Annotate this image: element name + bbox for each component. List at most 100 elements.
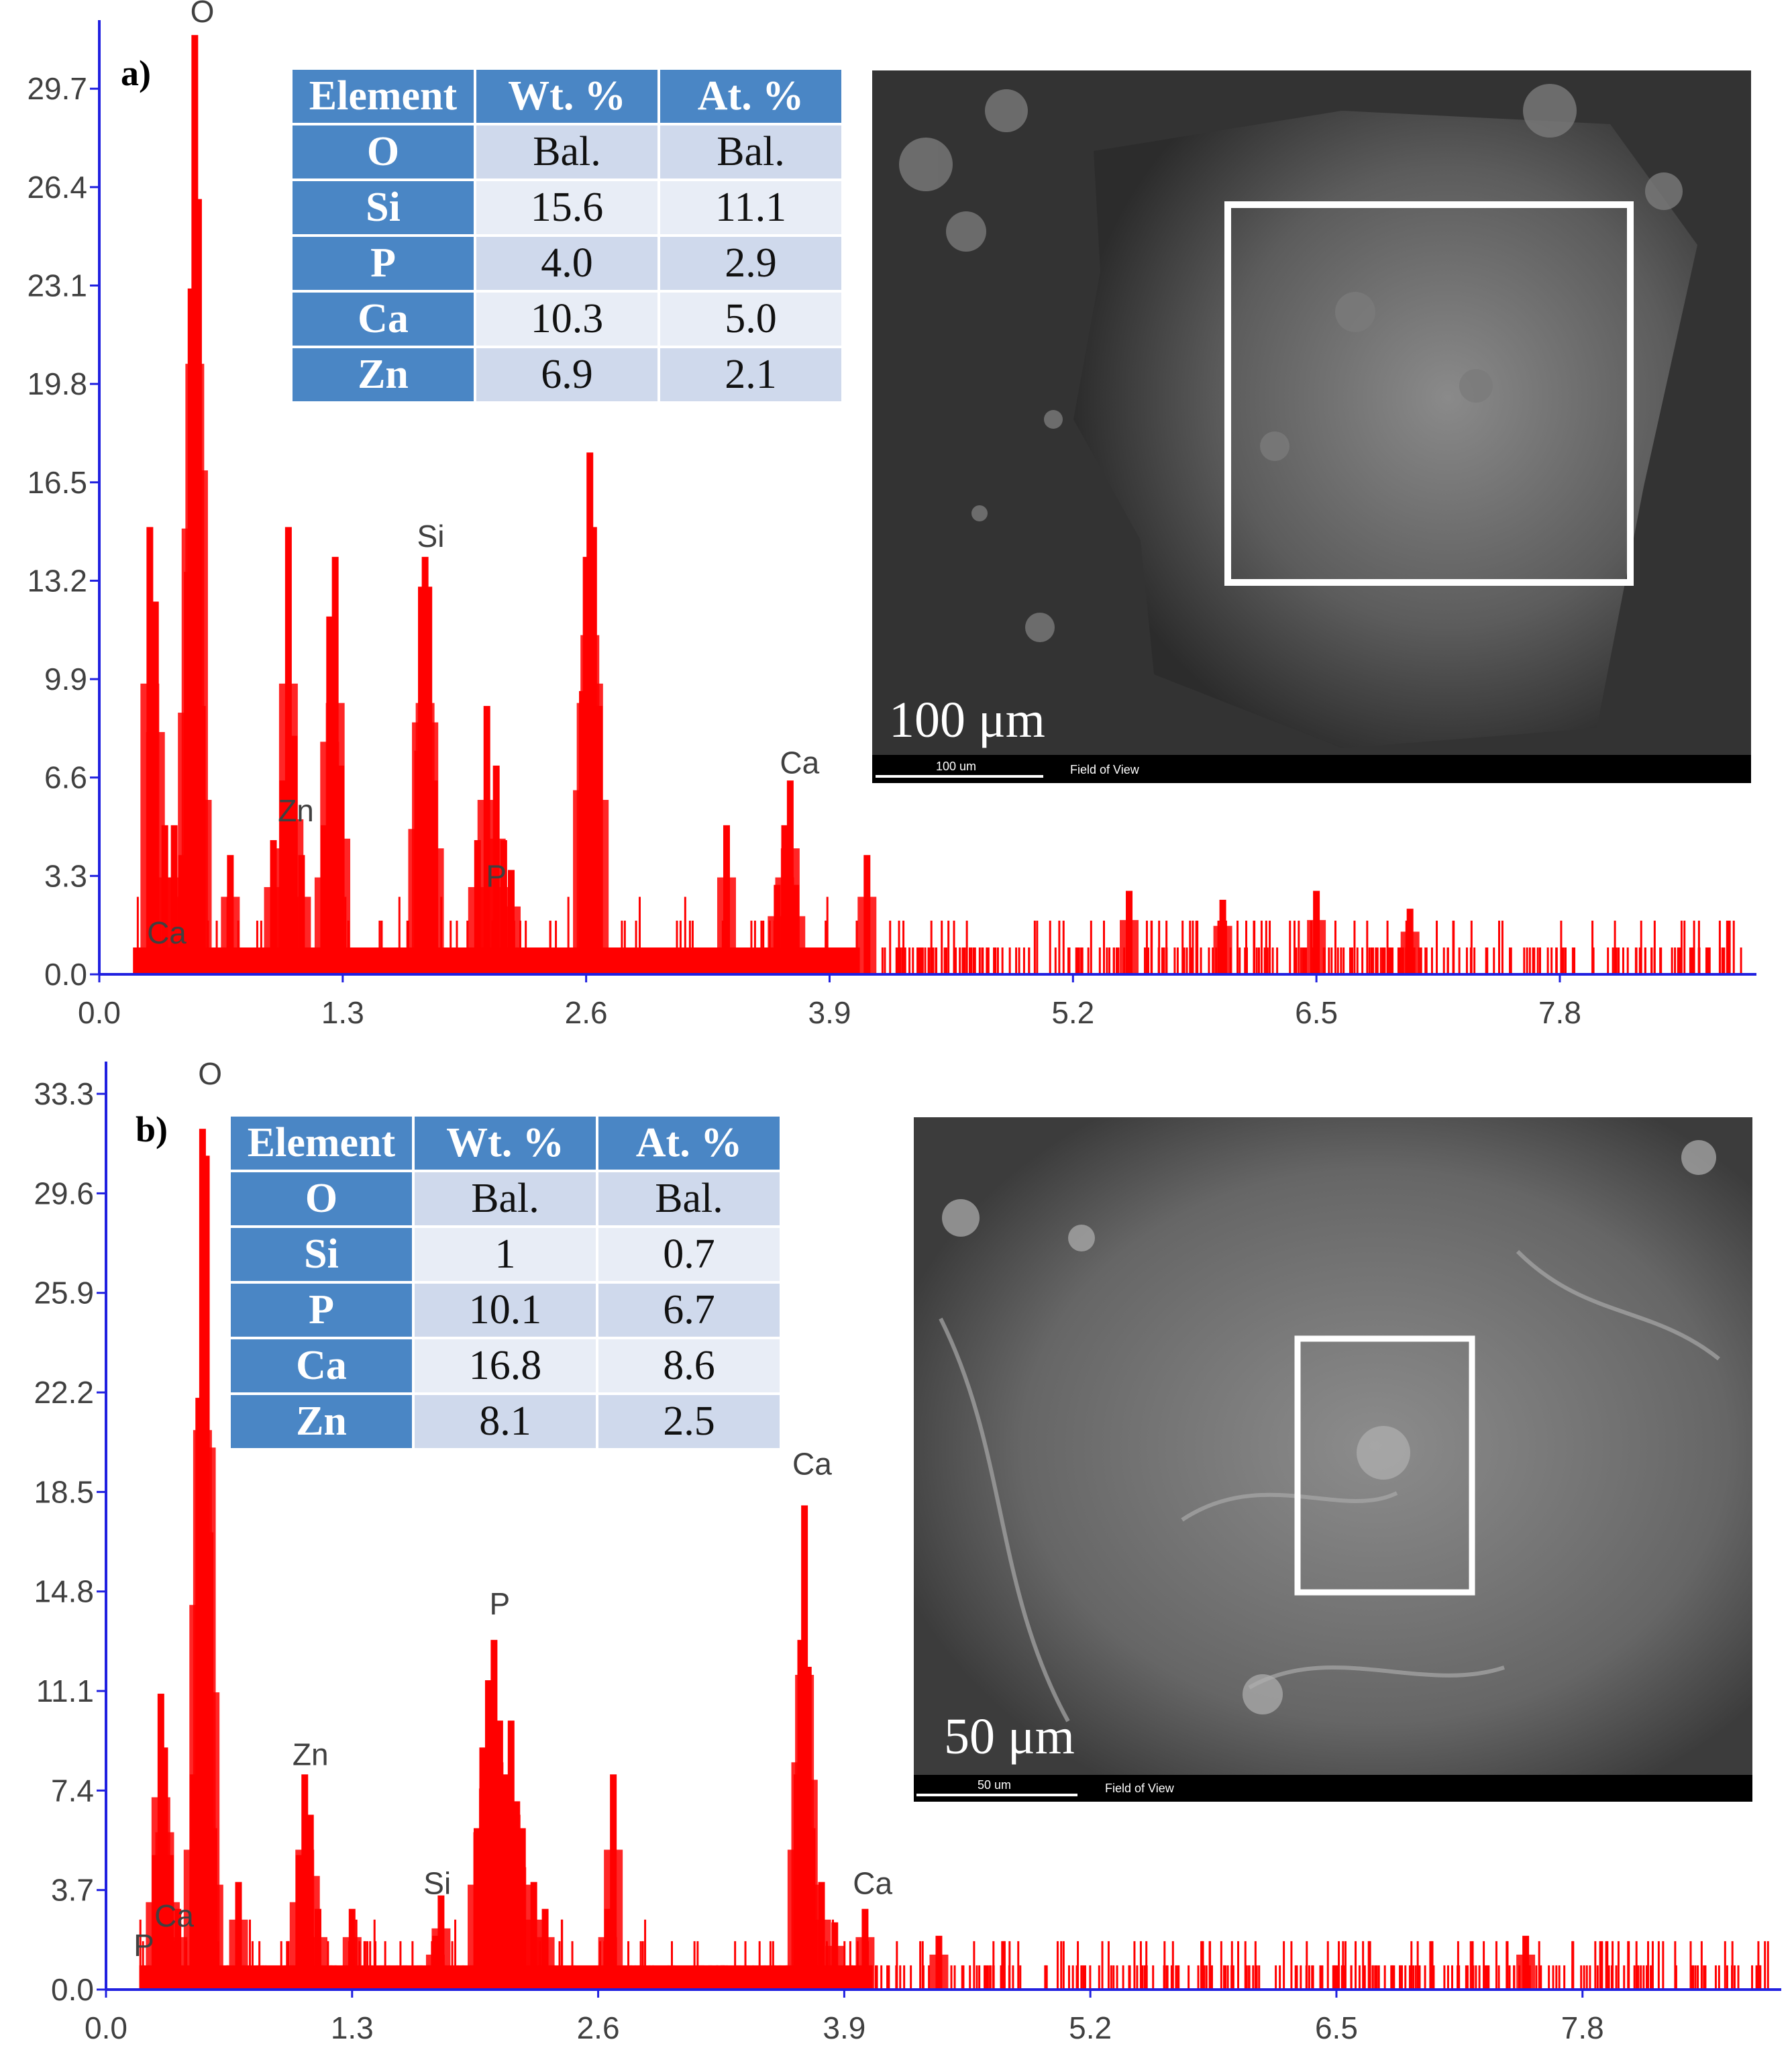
spectrum-peak <box>1120 890 1139 974</box>
sem-bar-text-a: 100 um <box>936 760 977 773</box>
table-value-cell: 5.0 <box>660 293 841 346</box>
y-tick-label: 3.7 <box>51 1873 94 1908</box>
element-label: O <box>198 1056 222 1091</box>
spectrum-peak <box>431 1895 451 1990</box>
spectrum-peak <box>193 706 212 974</box>
spectrum-peak <box>292 855 311 974</box>
table-value-cell: 2.5 <box>598 1395 780 1448</box>
table-element-cell: O <box>293 125 474 178</box>
element-label: Ca <box>792 1446 832 1481</box>
y-tick-label: 18.5 <box>34 1474 94 1509</box>
element-label: Zn <box>278 793 314 828</box>
spectrum-peak <box>331 765 351 974</box>
table-header-row: Element Wt. % At. % <box>231 1117 780 1170</box>
table-element-cell: P <box>293 237 474 290</box>
y-tick-label: 16.5 <box>27 465 87 500</box>
table-header-cell: Wt. % <box>415 1117 596 1170</box>
y-tick-label: 29.7 <box>27 71 87 106</box>
sem-bar-text-b: 50 um <box>978 1778 1012 1792</box>
sem-image-a: 100 μm 100 um Field of View <box>872 70 1751 783</box>
y-tick-label: 26.4 <box>27 170 87 205</box>
spectrum-peak <box>929 1935 949 1990</box>
spectrum-peak <box>1400 909 1420 974</box>
spectrum-peak <box>1307 890 1326 974</box>
x-tick-label: 3.9 <box>823 2010 865 2045</box>
element-label: Ca <box>853 1866 892 1901</box>
table-header-row: Element Wt. % At. % <box>293 70 841 123</box>
spectrum-peak <box>825 1922 845 1990</box>
table-value-cell: 2.9 <box>660 237 841 290</box>
y-tick-label: 13.2 <box>27 563 87 598</box>
spectrum-peak <box>855 1908 875 1990</box>
table-row: O Bal. Bal. <box>231 1172 780 1225</box>
element-label: Ca <box>154 1898 194 1933</box>
table-element-cell: O <box>231 1172 412 1225</box>
table-row: Si 1 0.7 <box>231 1228 780 1281</box>
y-tick-label: 22.2 <box>34 1375 94 1410</box>
table-value-cell: 6.9 <box>476 348 657 401</box>
y-tick-label: 33.3 <box>34 1076 94 1111</box>
spectrum-peak <box>590 706 609 974</box>
table-value-cell: 10.3 <box>476 293 657 346</box>
spectrum-peak <box>1213 899 1232 974</box>
table-value-cell: Bal. <box>660 125 841 178</box>
x-tick-label: 1.3 <box>331 2010 374 2045</box>
spectrum-peak <box>604 1774 623 1990</box>
table-header-cell: At. % <box>660 70 841 123</box>
table-value-cell: 6.7 <box>598 1284 780 1337</box>
table-value-cell: 15.6 <box>476 181 657 234</box>
sem-fov-text-b: Field of View <box>1105 1782 1174 1795</box>
x-tick-label: 2.6 <box>565 995 608 1030</box>
table-value-cell: 16.8 <box>415 1339 596 1392</box>
table-row: O Bal. Bal. <box>293 125 841 178</box>
table-value-cell: Bal. <box>598 1172 780 1225</box>
element-label: Si <box>423 1866 451 1901</box>
y-tick-label: 0.0 <box>51 1972 94 2007</box>
sem-scale-label-b: 50 μm <box>944 1708 1075 1765</box>
x-tick-label: 5.2 <box>1069 2010 1112 2045</box>
y-tick-label: 7.4 <box>51 1773 94 1808</box>
spectrum-peak <box>229 1882 248 1990</box>
y-tick-label: 25.9 <box>34 1276 94 1311</box>
y-tick-label: 14.8 <box>34 1574 94 1609</box>
spectrum-peak <box>221 855 240 974</box>
table-row: P 10.1 6.7 <box>231 1284 780 1337</box>
element-label: Ca <box>147 915 187 950</box>
table-value-cell: 8.6 <box>598 1339 780 1392</box>
element-label: P <box>486 859 507 894</box>
spectrum-peak <box>309 1908 328 1990</box>
table-row: Ca 10.3 5.0 <box>293 293 841 346</box>
spectrum-plot-a: 0.0 3.3 6.6 9.9 13.2 16.5 19.8 23.1 26.4 29.7 0.0 1… <box>27 0 1756 1030</box>
y-tick-label: 6.6 <box>44 760 87 795</box>
table-value-cell: 8.1 <box>415 1395 596 1448</box>
table-element-cell: Si <box>231 1228 412 1281</box>
table-header-cell: Wt. % <box>476 70 657 123</box>
x-tick-label: 7.8 <box>1538 995 1581 1030</box>
sem-image-b: 50 μm 50 um Field of View <box>914 1117 1752 1802</box>
spectrum-peak <box>204 1828 223 1990</box>
y-tick-label: 0.0 <box>44 957 87 992</box>
composition-table-b: Element Wt. % At. % O Bal. Bal. Si 1 0.7 P 10.1 6.7… <box>228 1114 782 1451</box>
y-tick-label: 19.8 <box>27 366 87 401</box>
table-value-cell: 4.0 <box>476 237 657 290</box>
table-header-cell: Element <box>231 1117 412 1170</box>
panel-label-b: b) <box>136 1109 168 1149</box>
table-value-cell: 10.1 <box>415 1284 596 1337</box>
x-tick-label: 5.2 <box>1051 995 1094 1030</box>
spectrum-peak <box>535 1908 555 1990</box>
spectrum-plot-b: 0.0 3.7 7.4 11.1 14.8 18.5 22.2 25.9 29.6 33.3 0.0… <box>34 1056 1781 2045</box>
table-value-cell: 11.1 <box>660 181 841 234</box>
table-row: Si 15.6 11.1 <box>293 181 841 234</box>
element-label: P <box>490 1586 511 1621</box>
x-tick-label: 6.5 <box>1295 995 1338 1030</box>
table-header-cell: Element <box>293 70 474 123</box>
x-tick-label: 6.5 <box>1315 2010 1358 2045</box>
x-tick-label: 7.8 <box>1561 2010 1604 2045</box>
composition-table-a: Element Wt. % At. % O Bal. Bal. Si 15.6 11.1 P 4.0… <box>290 67 844 404</box>
table-value-cell: 2.1 <box>660 348 841 401</box>
y-tick-label: 29.6 <box>34 1176 94 1211</box>
sem-scale-label-a: 100 μm <box>889 692 1045 748</box>
element-label: Si <box>417 519 445 554</box>
x-tick-label: 1.3 <box>321 995 364 1030</box>
table-element-cell: Zn <box>293 348 474 401</box>
